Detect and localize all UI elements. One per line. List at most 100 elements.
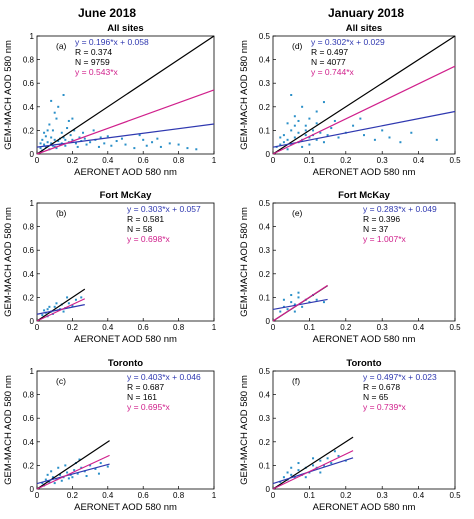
x-tick-label: 0.8	[173, 156, 185, 165]
y-axis-label: GEM-MACH AOD 580 nm	[239, 40, 250, 150]
data-point	[53, 138, 56, 141]
data-point	[156, 137, 159, 140]
panel-label: (e)	[292, 208, 303, 218]
data-point	[297, 131, 300, 134]
data-point	[304, 134, 307, 137]
data-point	[76, 472, 79, 475]
data-point	[319, 459, 322, 462]
x-tick-label: 0	[35, 323, 40, 332]
fit-equation: y = 0.303*x + 0.057	[127, 204, 201, 214]
data-point	[73, 129, 76, 132]
data-point	[60, 479, 63, 482]
data-point	[333, 119, 336, 122]
panel-title: Fort McKay	[338, 190, 390, 201]
x-axis-label: AERONET AOD 580 nm	[313, 502, 416, 513]
ratio-line	[272, 450, 354, 490]
data-point	[145, 144, 148, 147]
data-point	[322, 464, 325, 467]
y-tick-label: 0.2	[23, 293, 35, 302]
data-point	[286, 148, 289, 151]
data-point	[142, 138, 145, 141]
data-point	[319, 131, 322, 134]
data-point	[322, 301, 325, 304]
data-point	[39, 147, 42, 150]
panel-title: Toronto	[346, 358, 381, 369]
data-point	[279, 310, 282, 313]
data-point	[53, 305, 56, 308]
regression-line	[272, 457, 354, 485]
data-point	[57, 140, 60, 143]
x-tick-label: 0.3	[377, 156, 389, 165]
y-axis-label: GEM-MACH AOD 580 nm	[3, 375, 14, 485]
data-point	[282, 298, 285, 301]
data-point	[290, 466, 293, 469]
data-point	[97, 145, 100, 148]
axes-box	[36, 202, 215, 322]
data-point	[74, 298, 77, 301]
ratio-equation: y = 0.744*x	[311, 67, 355, 77]
data-point	[106, 135, 109, 138]
data-point	[50, 99, 53, 102]
regression-line	[272, 298, 328, 311]
data-point	[78, 136, 81, 139]
data-point	[120, 137, 123, 140]
data-point	[66, 471, 69, 474]
count-text: N = 37	[363, 224, 389, 234]
data-point	[304, 129, 307, 132]
data-point	[55, 147, 58, 150]
y-axis-label: GEM-MACH AOD 580 nm	[239, 375, 250, 485]
correlation-text: R = 0.374	[75, 47, 112, 57]
axes-box	[36, 35, 215, 155]
data-point	[373, 138, 376, 141]
panel-label: (a)	[56, 41, 67, 51]
y-tick-label: 0.6	[23, 414, 35, 423]
data-point	[293, 476, 296, 479]
data-point	[57, 466, 60, 469]
data-point	[48, 480, 51, 483]
data-point	[304, 476, 307, 479]
data-point	[67, 477, 70, 480]
y-tick-label: 0.1	[259, 461, 271, 470]
data-point	[333, 450, 336, 453]
panel-d: All sites 0 0.1 0.2 0.3 0.4 0.5 0 0.1 0.2 0.3 0.4 0.…	[239, 23, 461, 178]
data-point	[279, 136, 282, 139]
data-point	[71, 117, 74, 120]
x-tick-label: 1	[212, 323, 217, 332]
one-to-one-line	[36, 35, 215, 155]
y-tick-label: 0.4	[23, 103, 35, 112]
ratio-equation: y = 0.543*x	[75, 67, 119, 77]
y-tick-label: 0	[30, 317, 35, 326]
data-point	[290, 301, 293, 304]
data-point	[359, 117, 362, 120]
x-tick-label: 0.4	[102, 491, 114, 500]
data-point	[85, 475, 88, 478]
x-tick-label: 0.2	[67, 156, 79, 165]
data-point	[62, 310, 65, 313]
count-text: N = 4077	[311, 57, 346, 67]
data-point	[330, 127, 333, 130]
panel-label: (d)	[292, 41, 303, 51]
x-tick-label: 0.3	[377, 491, 389, 500]
data-point	[286, 471, 289, 474]
y-tick-label: 0.3	[259, 414, 271, 423]
data-point	[297, 119, 300, 122]
data-point	[60, 131, 63, 134]
data-point	[312, 457, 315, 460]
data-point	[315, 138, 318, 141]
data-point	[44, 478, 47, 481]
data-point	[410, 131, 413, 134]
x-tick-label: 0.3	[377, 323, 389, 332]
y-tick-label: 0.1	[259, 126, 271, 135]
data-point	[99, 462, 102, 465]
axes-box	[272, 35, 456, 155]
x-tick-label: 0	[271, 156, 276, 165]
data-point	[89, 141, 92, 144]
x-tick-label: 0.5	[449, 156, 461, 165]
data-point	[308, 117, 311, 120]
data-point	[76, 145, 79, 148]
data-point	[71, 476, 74, 479]
data-point	[48, 123, 51, 126]
data-point	[293, 303, 296, 306]
data-point	[399, 141, 402, 144]
